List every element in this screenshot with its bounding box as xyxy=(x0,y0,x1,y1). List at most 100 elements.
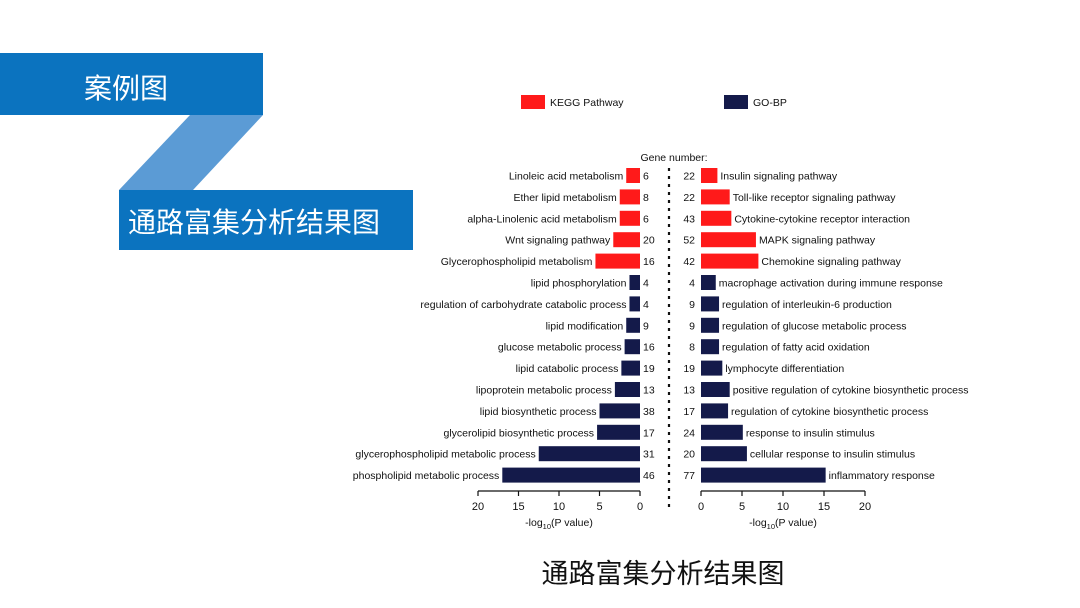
left-bar xyxy=(619,210,640,226)
legend-swatch-gobp xyxy=(724,95,748,109)
right-x-axis-label: -log10(P value) xyxy=(749,517,817,531)
left-gene-count: 16 xyxy=(643,256,655,268)
left-gene-count: 17 xyxy=(643,427,655,439)
right-gene-count: 52 xyxy=(683,235,695,247)
left-bar xyxy=(614,382,640,397)
right-bar xyxy=(701,317,720,333)
right-gene-count: 22 xyxy=(683,171,695,183)
left-gene-count: 20 xyxy=(643,235,655,247)
right-x-tick-label: 20 xyxy=(859,501,871,513)
right-bar xyxy=(701,360,723,376)
left-x-tick-label: 5 xyxy=(596,501,602,513)
left-bar-label: lipid catabolic process xyxy=(516,363,619,375)
left-bar-label: lipoprotein metabolic process xyxy=(476,385,612,397)
left-gene-count: 46 xyxy=(643,470,655,482)
right-bar-label: Insulin signaling pathway xyxy=(720,171,837,183)
left-gene-count: 38 xyxy=(643,406,655,418)
right-bar xyxy=(701,403,729,419)
left-bar xyxy=(626,168,640,183)
right-bar-label: cellular response to insulin stimulus xyxy=(750,449,915,461)
left-bar-label: regulation of carbohydrate catabolic pro… xyxy=(420,299,626,311)
left-bar xyxy=(629,296,640,312)
left-gene-count: 6 xyxy=(643,213,649,225)
left-gene-count: 8 xyxy=(643,192,649,204)
left-x-tick-label: 0 xyxy=(637,501,643,513)
right-gene-count: 24 xyxy=(683,427,695,439)
right-bar-label: positive regulation of cytokine biosynth… xyxy=(733,385,969,397)
legend-swatch-kegg xyxy=(521,95,545,109)
left-bar xyxy=(629,275,640,290)
left-bar xyxy=(595,253,640,269)
right-bar xyxy=(701,232,756,248)
left-bar xyxy=(502,467,640,483)
right-x-tick-label: 0 xyxy=(698,501,704,513)
right-gene-count: 42 xyxy=(683,256,695,268)
left-bar-label: lipid biosynthetic process xyxy=(480,406,597,418)
left-bar-label: phospholipid metabolic process xyxy=(353,470,500,482)
legend-label-gobp: GO-BP xyxy=(753,97,787,109)
left-bar xyxy=(538,446,640,462)
right-gene-count: 4 xyxy=(689,278,695,290)
left-bar-label: Glycerophospholipid metabolism xyxy=(441,256,593,268)
left-bar xyxy=(624,339,640,355)
right-x-tick-label: 5 xyxy=(739,501,745,513)
right-gene-count: 77 xyxy=(683,470,695,482)
right-bar-label: regulation of fatty acid oxidation xyxy=(722,342,870,354)
right-gene-count: 22 xyxy=(683,192,695,204)
right-gene-count: 9 xyxy=(689,320,695,332)
right-gene-count: 8 xyxy=(689,342,695,354)
subtitle-banner: 通路富集分析结果图 xyxy=(119,190,413,250)
right-bar-label: regulation of cytokine biosynthetic proc… xyxy=(731,406,928,418)
right-x-tick-label: 15 xyxy=(818,501,830,513)
left-bar xyxy=(597,424,640,440)
left-gene-count: 4 xyxy=(643,278,649,290)
right-x-tick-label: 10 xyxy=(777,501,789,513)
left-gene-count: 13 xyxy=(643,385,655,397)
right-bar-label: regulation of glucose metabolic process xyxy=(722,320,906,332)
left-gene-count: 6 xyxy=(643,171,649,183)
legend-label-kegg: KEGG Pathway xyxy=(550,97,624,109)
right-gene-count: 19 xyxy=(683,363,695,375)
title-banner: 案例图 xyxy=(0,53,263,115)
left-gene-count: 4 xyxy=(643,299,649,311)
right-bar xyxy=(701,253,759,269)
right-bar-label: regulation of interleukin-6 production xyxy=(722,299,892,311)
right-bar xyxy=(701,339,720,355)
right-bar-label: lymphocyte differentiation xyxy=(725,363,844,375)
right-bar-label: MAPK signaling pathway xyxy=(759,235,876,247)
right-gene-count: 17 xyxy=(683,406,695,418)
left-gene-count: 9 xyxy=(643,320,649,332)
right-bar-label: Cytokine-cytokine receptor interaction xyxy=(734,213,910,225)
gene-number-label: Gene number: xyxy=(640,152,707,164)
left-bar xyxy=(613,232,640,248)
right-bar xyxy=(701,275,716,290)
right-bar-label: inflammatory response xyxy=(829,470,935,482)
right-bar xyxy=(701,424,743,440)
slide-title: 案例图 xyxy=(84,72,169,105)
slide-subtitle: 通路富集分析结果图 xyxy=(128,206,381,239)
figure-caption: 通路富集分析结果图 xyxy=(541,559,785,590)
right-gene-count: 20 xyxy=(683,449,695,461)
left-bar xyxy=(621,360,640,376)
left-bar-label: Wnt signaling pathway xyxy=(505,235,611,247)
left-gene-count: 19 xyxy=(643,363,655,375)
left-bar-label: glycerophospholipid metabolic process xyxy=(355,449,535,461)
left-bar-label: glucose metabolic process xyxy=(498,342,622,354)
left-x-axis-label: -log10(P value) xyxy=(525,517,593,531)
right-bar-label: response to insulin stimulus xyxy=(746,427,875,439)
right-bar xyxy=(701,189,730,205)
left-bar xyxy=(599,403,640,419)
left-bar xyxy=(626,317,640,333)
right-bar xyxy=(701,210,732,226)
right-bar-label: macrophage activation during immune resp… xyxy=(719,278,943,290)
left-x-tick-label: 20 xyxy=(472,501,484,513)
right-bar xyxy=(701,446,747,462)
left-x-tick-label: 15 xyxy=(512,501,524,513)
left-bar-label: Linoleic acid metabolism xyxy=(509,171,624,183)
right-gene-count: 9 xyxy=(689,299,695,311)
left-bar-label: lipid phosphorylation xyxy=(531,278,627,290)
left-bar-label: alpha-Linolenic acid metabolism xyxy=(467,213,617,225)
right-bar xyxy=(701,467,826,483)
